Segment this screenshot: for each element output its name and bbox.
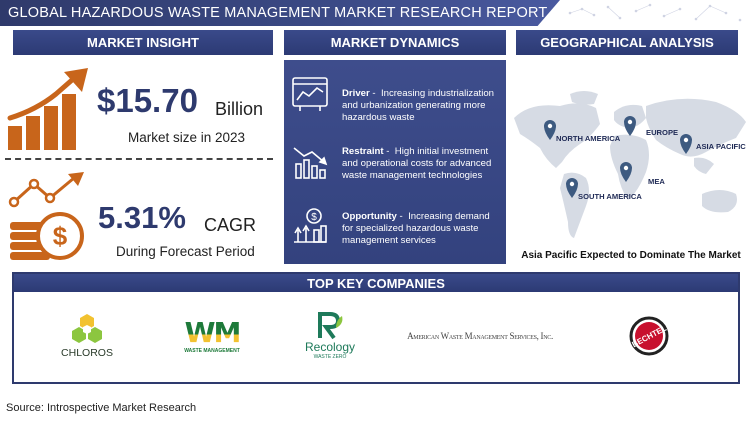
restraint-description: High initial investment and operational … [342, 146, 492, 181]
restraint-text: Restraint - High initial investment and … [342, 146, 492, 181]
amws-name: American Waste Management Services, Inc. [407, 331, 553, 341]
chloros-logo: CHLOROS [52, 306, 122, 366]
restraint-decline-icon [290, 142, 330, 182]
market-size-unit: Billion [215, 99, 264, 119]
opportunity-text: Opportunity - Increasing demand for spec… [342, 211, 490, 246]
driver-dashboard-icon [290, 74, 330, 114]
growth-chart-icon [6, 66, 92, 152]
cagr-coins-icon: $ [6, 172, 94, 264]
report-title: GLOBAL HAZARDOUS WASTE MANAGEMENT MARKET… [0, 0, 560, 26]
market-size-caption: Market size in 2023 [128, 130, 246, 145]
geo-caption: Asia Pacific Expected to Dominate The Ma… [521, 250, 741, 261]
recology-r-leaf-icon [318, 312, 343, 340]
region-mea: MEA [648, 177, 665, 186]
region-south-america: SOUTH AMERICA [578, 192, 642, 201]
bechtel-badge-icon: BECHTEL [629, 316, 669, 356]
opportunity-growth-icon: $ [290, 206, 330, 246]
driver-description: Increasing industrialization and urbaniz… [342, 88, 494, 123]
market-size-value: $15.70 [97, 82, 198, 119]
source-note: Source: Introspective Market Research [6, 402, 197, 414]
opportunity-label: Opportunity [342, 211, 397, 222]
bechtel-logo: BECHTEL [619, 306, 679, 366]
market-insight-title: MARKET INSIGHT [87, 35, 199, 50]
market-dynamics-title: MARKET DYNAMICS [330, 35, 460, 50]
report-title-text: GLOBAL HAZARDOUS WASTE MANAGEMENT MARKET… [8, 5, 548, 21]
recology-name: Recology [304, 340, 356, 354]
cagr-unit: CAGR [204, 215, 257, 235]
restraint-label: Restraint [342, 146, 384, 157]
driver-label: Driver [342, 88, 370, 99]
region-north-america: NORTH AMERICA [556, 134, 621, 143]
driver-text: Driver - Increasing industrialization an… [342, 88, 494, 123]
pin-asia-pacific-icon [680, 134, 692, 154]
chloros-hexagon-icon [72, 314, 102, 343]
world-map: NORTH AMERICA EUROPE ASIA PACIFIC MEA SO… [510, 88, 750, 248]
waste-management-logo: WM WASTE MANAGEMENT [172, 306, 252, 366]
title-decoration [550, 0, 750, 26]
recology-subtitle: WASTE ZERO [313, 354, 347, 360]
market-dynamics-panel: Driver - Increasing industrialization an… [284, 60, 506, 264]
geographical-analysis-header: GEOGRAPHICAL ANALYSIS [516, 30, 738, 55]
top-key-companies-title: TOP KEY COMPANIES [307, 275, 445, 291]
insight-divider [5, 158, 273, 160]
pin-europe-icon [624, 116, 636, 136]
recology-logo: Recology WASTE ZERO [298, 306, 362, 366]
geographical-analysis-title: GEOGRAPHICAL ANALYSIS [540, 35, 714, 50]
wm-subtitle: WASTE MANAGEMENT [184, 347, 240, 354]
chloros-name: CHLOROS [61, 347, 113, 359]
region-europe: EUROPE [646, 128, 679, 137]
svg-text:$: $ [53, 221, 68, 251]
svg-text:$: $ [311, 212, 317, 223]
top-key-companies-box: TOP KEY COMPANIES CHLOROS WM WASTE MANAG… [12, 272, 740, 384]
market-dynamics-header: MARKET DYNAMICS [284, 30, 506, 55]
region-asia-pacific: ASIA PACIFIC [696, 142, 746, 151]
pin-mea-icon [620, 162, 632, 182]
american-waste-management-logo: American Waste Management Services, Inc. [407, 306, 553, 366]
pin-north-america-icon [544, 120, 556, 140]
wm-mark: WM [184, 315, 242, 349]
cagr-value: 5.31% [98, 200, 186, 235]
pin-south-america-icon [566, 178, 578, 198]
opportunity-description: Increasing demand for specialized hazard… [342, 211, 490, 246]
cagr-caption: During Forecast Period [116, 244, 255, 259]
top-key-companies-header: TOP KEY COMPANIES [14, 274, 738, 292]
market-insight-header: MARKET INSIGHT [13, 30, 273, 55]
